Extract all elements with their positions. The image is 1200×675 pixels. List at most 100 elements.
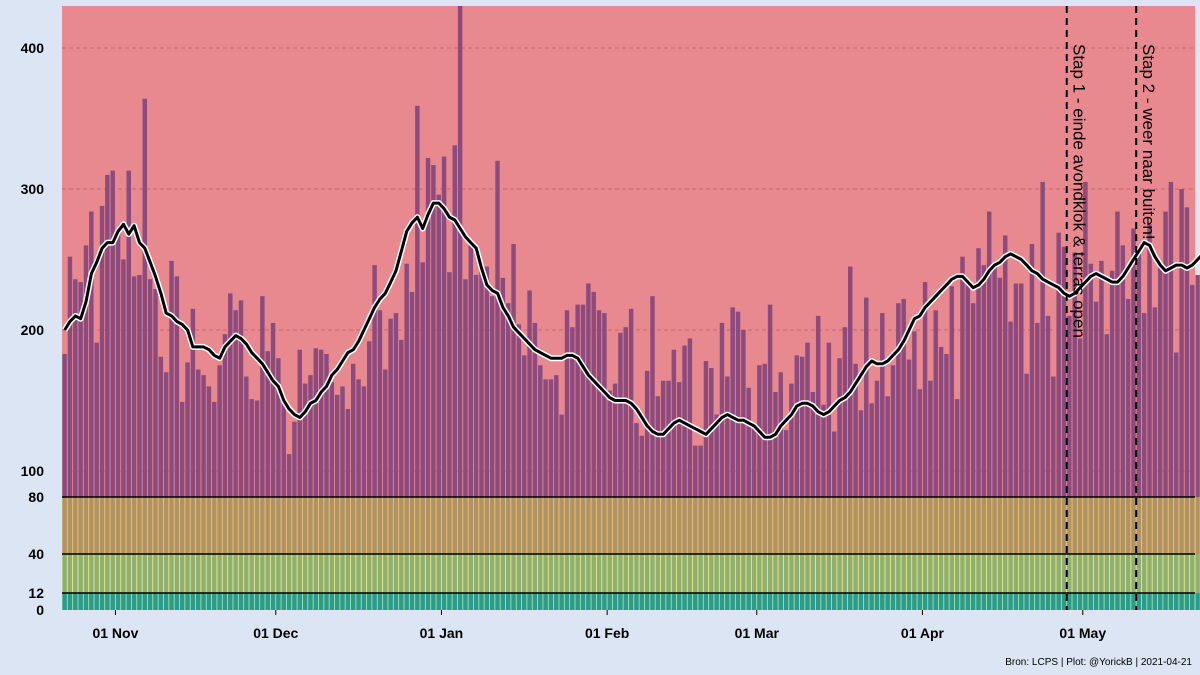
bar-segment xyxy=(1136,497,1142,554)
bar-segment xyxy=(281,497,286,554)
bar-segment xyxy=(949,593,955,610)
bar-segment xyxy=(559,593,564,610)
bar-segment xyxy=(644,593,650,610)
bar-segment xyxy=(837,554,842,593)
bar-segment xyxy=(992,593,997,610)
bar-segment xyxy=(954,554,960,593)
bar-segment xyxy=(286,497,292,554)
bar-segment xyxy=(163,593,169,610)
bar-segment xyxy=(137,497,142,554)
bar-segment xyxy=(580,497,586,554)
bar-segment xyxy=(404,593,409,610)
bar-segment xyxy=(222,334,228,497)
bar-segment xyxy=(826,342,832,497)
bar-segment xyxy=(842,497,848,554)
bar-segment xyxy=(340,593,345,610)
bar-segment xyxy=(318,497,324,554)
bar-segment xyxy=(628,497,634,554)
bar xyxy=(623,327,628,610)
bar-segment xyxy=(67,593,73,610)
bar xyxy=(1035,322,1040,610)
bar-segment xyxy=(1083,554,1088,593)
bar-segment xyxy=(725,497,730,554)
bar-segment xyxy=(666,554,671,593)
bar-segment xyxy=(623,497,628,554)
bar-segment xyxy=(83,554,89,593)
bar xyxy=(848,266,853,610)
bar-segment xyxy=(933,554,938,593)
y-tick-label: 200 xyxy=(21,322,45,338)
bar-segment xyxy=(746,497,751,554)
bar-segment xyxy=(142,593,148,610)
bar-segment xyxy=(500,277,506,497)
bar-segment xyxy=(441,593,447,610)
bar xyxy=(559,414,564,610)
bar xyxy=(676,382,682,610)
bar xyxy=(473,275,479,610)
bar-segment xyxy=(1083,497,1088,554)
bar-segment xyxy=(858,554,864,593)
bar-segment xyxy=(270,322,276,497)
bar-segment xyxy=(687,554,693,593)
bar-segment xyxy=(1045,593,1051,610)
bar-segment xyxy=(78,282,83,497)
bar-segment xyxy=(511,497,516,554)
bar xyxy=(495,160,500,610)
bar-segment xyxy=(447,554,452,593)
bar-segment xyxy=(885,554,890,593)
bar-segment xyxy=(607,497,612,554)
bar-segment xyxy=(1093,593,1099,610)
bar-segment xyxy=(794,497,800,554)
bar-segment xyxy=(885,593,890,610)
bar-segment xyxy=(511,243,516,497)
bar-segment xyxy=(933,593,938,610)
bar-segment xyxy=(954,399,960,497)
bar-segment xyxy=(682,593,687,610)
bar-segment xyxy=(1104,554,1109,593)
bar-segment xyxy=(393,554,399,593)
bar xyxy=(789,383,794,610)
bar-segment xyxy=(853,593,858,610)
bar-segment xyxy=(1184,593,1190,610)
bar xyxy=(1174,352,1179,610)
bar-segment xyxy=(516,324,522,497)
bar-segment xyxy=(1061,246,1067,497)
bar-segment xyxy=(1195,593,1200,610)
bar-segment xyxy=(543,554,548,593)
bar-segment xyxy=(735,554,741,593)
bar-segment xyxy=(356,593,361,610)
bar-segment xyxy=(693,554,698,593)
bar-segment xyxy=(1008,497,1013,554)
bar-segment xyxy=(730,307,735,497)
bar-segment xyxy=(917,497,922,554)
bar-segment xyxy=(372,554,377,593)
bar-segment xyxy=(655,554,661,593)
bar-segment xyxy=(848,266,853,497)
bar-segment xyxy=(1190,554,1195,593)
x-axis: 01 Nov 01 Dec 01 Jan 01 Feb 01 Mar 01 Apr 01 M… xyxy=(92,610,1106,641)
bar xyxy=(206,386,212,610)
bar-segment xyxy=(746,593,751,610)
bar-segment xyxy=(1125,497,1131,554)
bar-segment xyxy=(596,497,602,554)
bar-segment xyxy=(591,497,596,554)
bar-segment xyxy=(1035,554,1040,593)
bar-segment xyxy=(500,554,506,593)
bar-segment xyxy=(960,554,965,593)
bar-segment xyxy=(489,554,495,593)
threshold-lines xyxy=(62,496,1195,594)
bar xyxy=(735,311,741,610)
bar xyxy=(356,379,361,610)
bar-segment xyxy=(1195,275,1200,497)
bar xyxy=(1093,301,1099,610)
bar xyxy=(874,380,880,610)
bar-segment xyxy=(83,245,89,497)
bar xyxy=(222,334,228,610)
bar-segment xyxy=(901,593,906,610)
bar-segment xyxy=(970,303,976,497)
bar xyxy=(409,291,415,610)
bar xyxy=(773,392,778,610)
bar-segment xyxy=(206,386,212,497)
bar-segment xyxy=(511,593,516,610)
bar-segment xyxy=(831,431,837,497)
